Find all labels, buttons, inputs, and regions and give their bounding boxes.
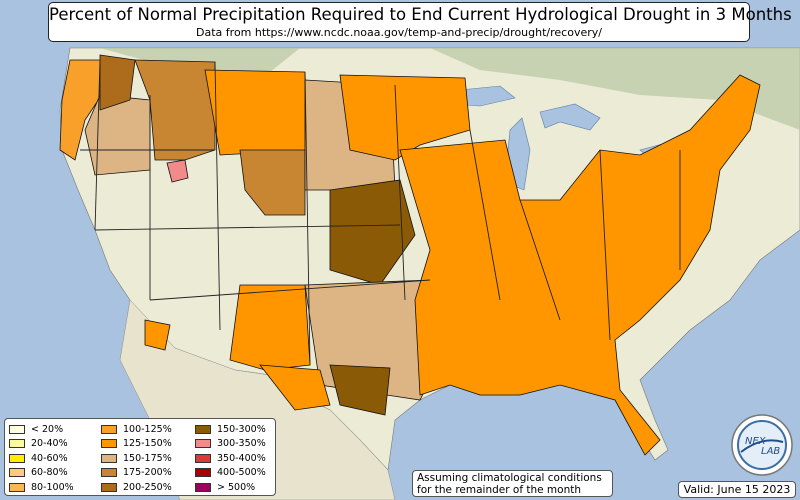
note-line-2: for the remainder of the month xyxy=(417,484,582,496)
map-subtitle: Data from https://www.ncdc.noaa.gov/temp… xyxy=(196,26,602,39)
legend-item: 400-500% xyxy=(195,466,266,481)
legend-swatch xyxy=(9,468,25,478)
region-west-texas xyxy=(259,364,331,411)
legend-swatch xyxy=(195,439,211,449)
region-montana-wyoming xyxy=(204,69,309,156)
legend-swatch xyxy=(101,482,117,492)
region-southwest-orange xyxy=(229,284,311,371)
legend-item: 150-300% xyxy=(195,422,266,437)
logo-globe xyxy=(737,420,787,470)
legend-swatch xyxy=(9,424,25,434)
valid-date: Valid: June 15 2023 xyxy=(678,481,796,498)
note-line-1: Assuming climatological conditions xyxy=(417,472,602,484)
legend-swatch xyxy=(195,453,211,463)
legend-column-3: 150-300% 300-350% 350-400% 400-500% > 500% xyxy=(195,422,266,495)
legend-label: 125-150% xyxy=(123,438,172,450)
region-central-texas xyxy=(329,364,391,416)
legend-item: 80-100% xyxy=(9,480,74,495)
legend-item: 175-200% xyxy=(101,466,172,481)
legend-item: 60-80% xyxy=(9,466,74,481)
nexlab-logo: NEX LAB xyxy=(731,414,793,476)
legend-label: 350-400% xyxy=(217,452,266,464)
logo-text-right: LAB xyxy=(761,446,780,457)
logo-meridian xyxy=(740,439,784,453)
legend-item: 40-60% xyxy=(9,451,74,466)
legend-swatch xyxy=(9,439,25,449)
legend-label: 100-125% xyxy=(123,423,172,435)
legend-item: 200-250% xyxy=(101,480,172,495)
legend-label: 150-175% xyxy=(123,452,172,464)
assumption-note: Assuming climatological conditions for t… xyxy=(412,470,613,497)
legend-item: 20-40% xyxy=(9,437,74,452)
legend-label: 400-500% xyxy=(217,467,266,479)
legend-swatch xyxy=(9,453,25,463)
region-central-plains xyxy=(329,179,416,286)
region-eastern-us xyxy=(399,74,761,456)
legend-item: 125-150% xyxy=(101,437,172,452)
region-colorado xyxy=(239,149,306,216)
legend-label: 60-80% xyxy=(31,467,68,479)
legend: < 20% 20-40% 40-60% 60-80% 80-100% 100-125% 1… xyxy=(4,418,276,496)
legend-label: 150-300% xyxy=(217,423,266,435)
legend-swatch xyxy=(195,482,211,492)
legend-column-1: < 20% 20-40% 40-60% 60-80% 80-100% xyxy=(9,422,74,495)
legend-label: > 500% xyxy=(217,481,256,493)
title-box: Percent of Normal Precipitation Required… xyxy=(48,2,792,42)
legend-swatch xyxy=(195,468,211,478)
legend-label: 300-350% xyxy=(217,438,266,450)
state-borders xyxy=(80,59,681,366)
region-oregon-interior xyxy=(84,94,151,176)
legend-label: 20-40% xyxy=(31,438,68,450)
legend-swatch xyxy=(101,453,117,463)
legend-swatch xyxy=(9,482,25,492)
legend-swatch xyxy=(195,424,211,434)
drought-regions xyxy=(59,54,761,456)
legend-label: 175-200% xyxy=(123,467,172,479)
legend-swatch xyxy=(101,424,117,434)
logo-text-left: NEX xyxy=(745,436,767,447)
legend-item: 150-175% xyxy=(101,451,172,466)
legend-swatch xyxy=(101,439,117,449)
region-new-mexico-strip xyxy=(144,319,171,351)
map-title: Percent of Normal Precipitation Required… xyxy=(49,5,792,24)
legend-item: > 500% xyxy=(195,480,266,495)
legend-label: 200-250% xyxy=(123,481,172,493)
legend-label: 40-60% xyxy=(31,452,68,464)
region-idaho-panhandle xyxy=(99,54,136,111)
region-upper-midwest xyxy=(339,74,471,161)
legend-item: < 20% xyxy=(9,422,74,437)
legend-column-2: 100-125% 125-150% 150-175% 175-200% 200-250% xyxy=(101,422,172,495)
legend-item: 350-400% xyxy=(195,451,266,466)
legend-item: 100-125% xyxy=(101,422,172,437)
legend-swatch xyxy=(101,468,117,478)
legend-item: 300-350% xyxy=(195,437,266,452)
legend-label: 80-100% xyxy=(31,481,74,493)
legend-label: < 20% xyxy=(31,423,64,435)
region-northern-utah xyxy=(166,159,189,183)
